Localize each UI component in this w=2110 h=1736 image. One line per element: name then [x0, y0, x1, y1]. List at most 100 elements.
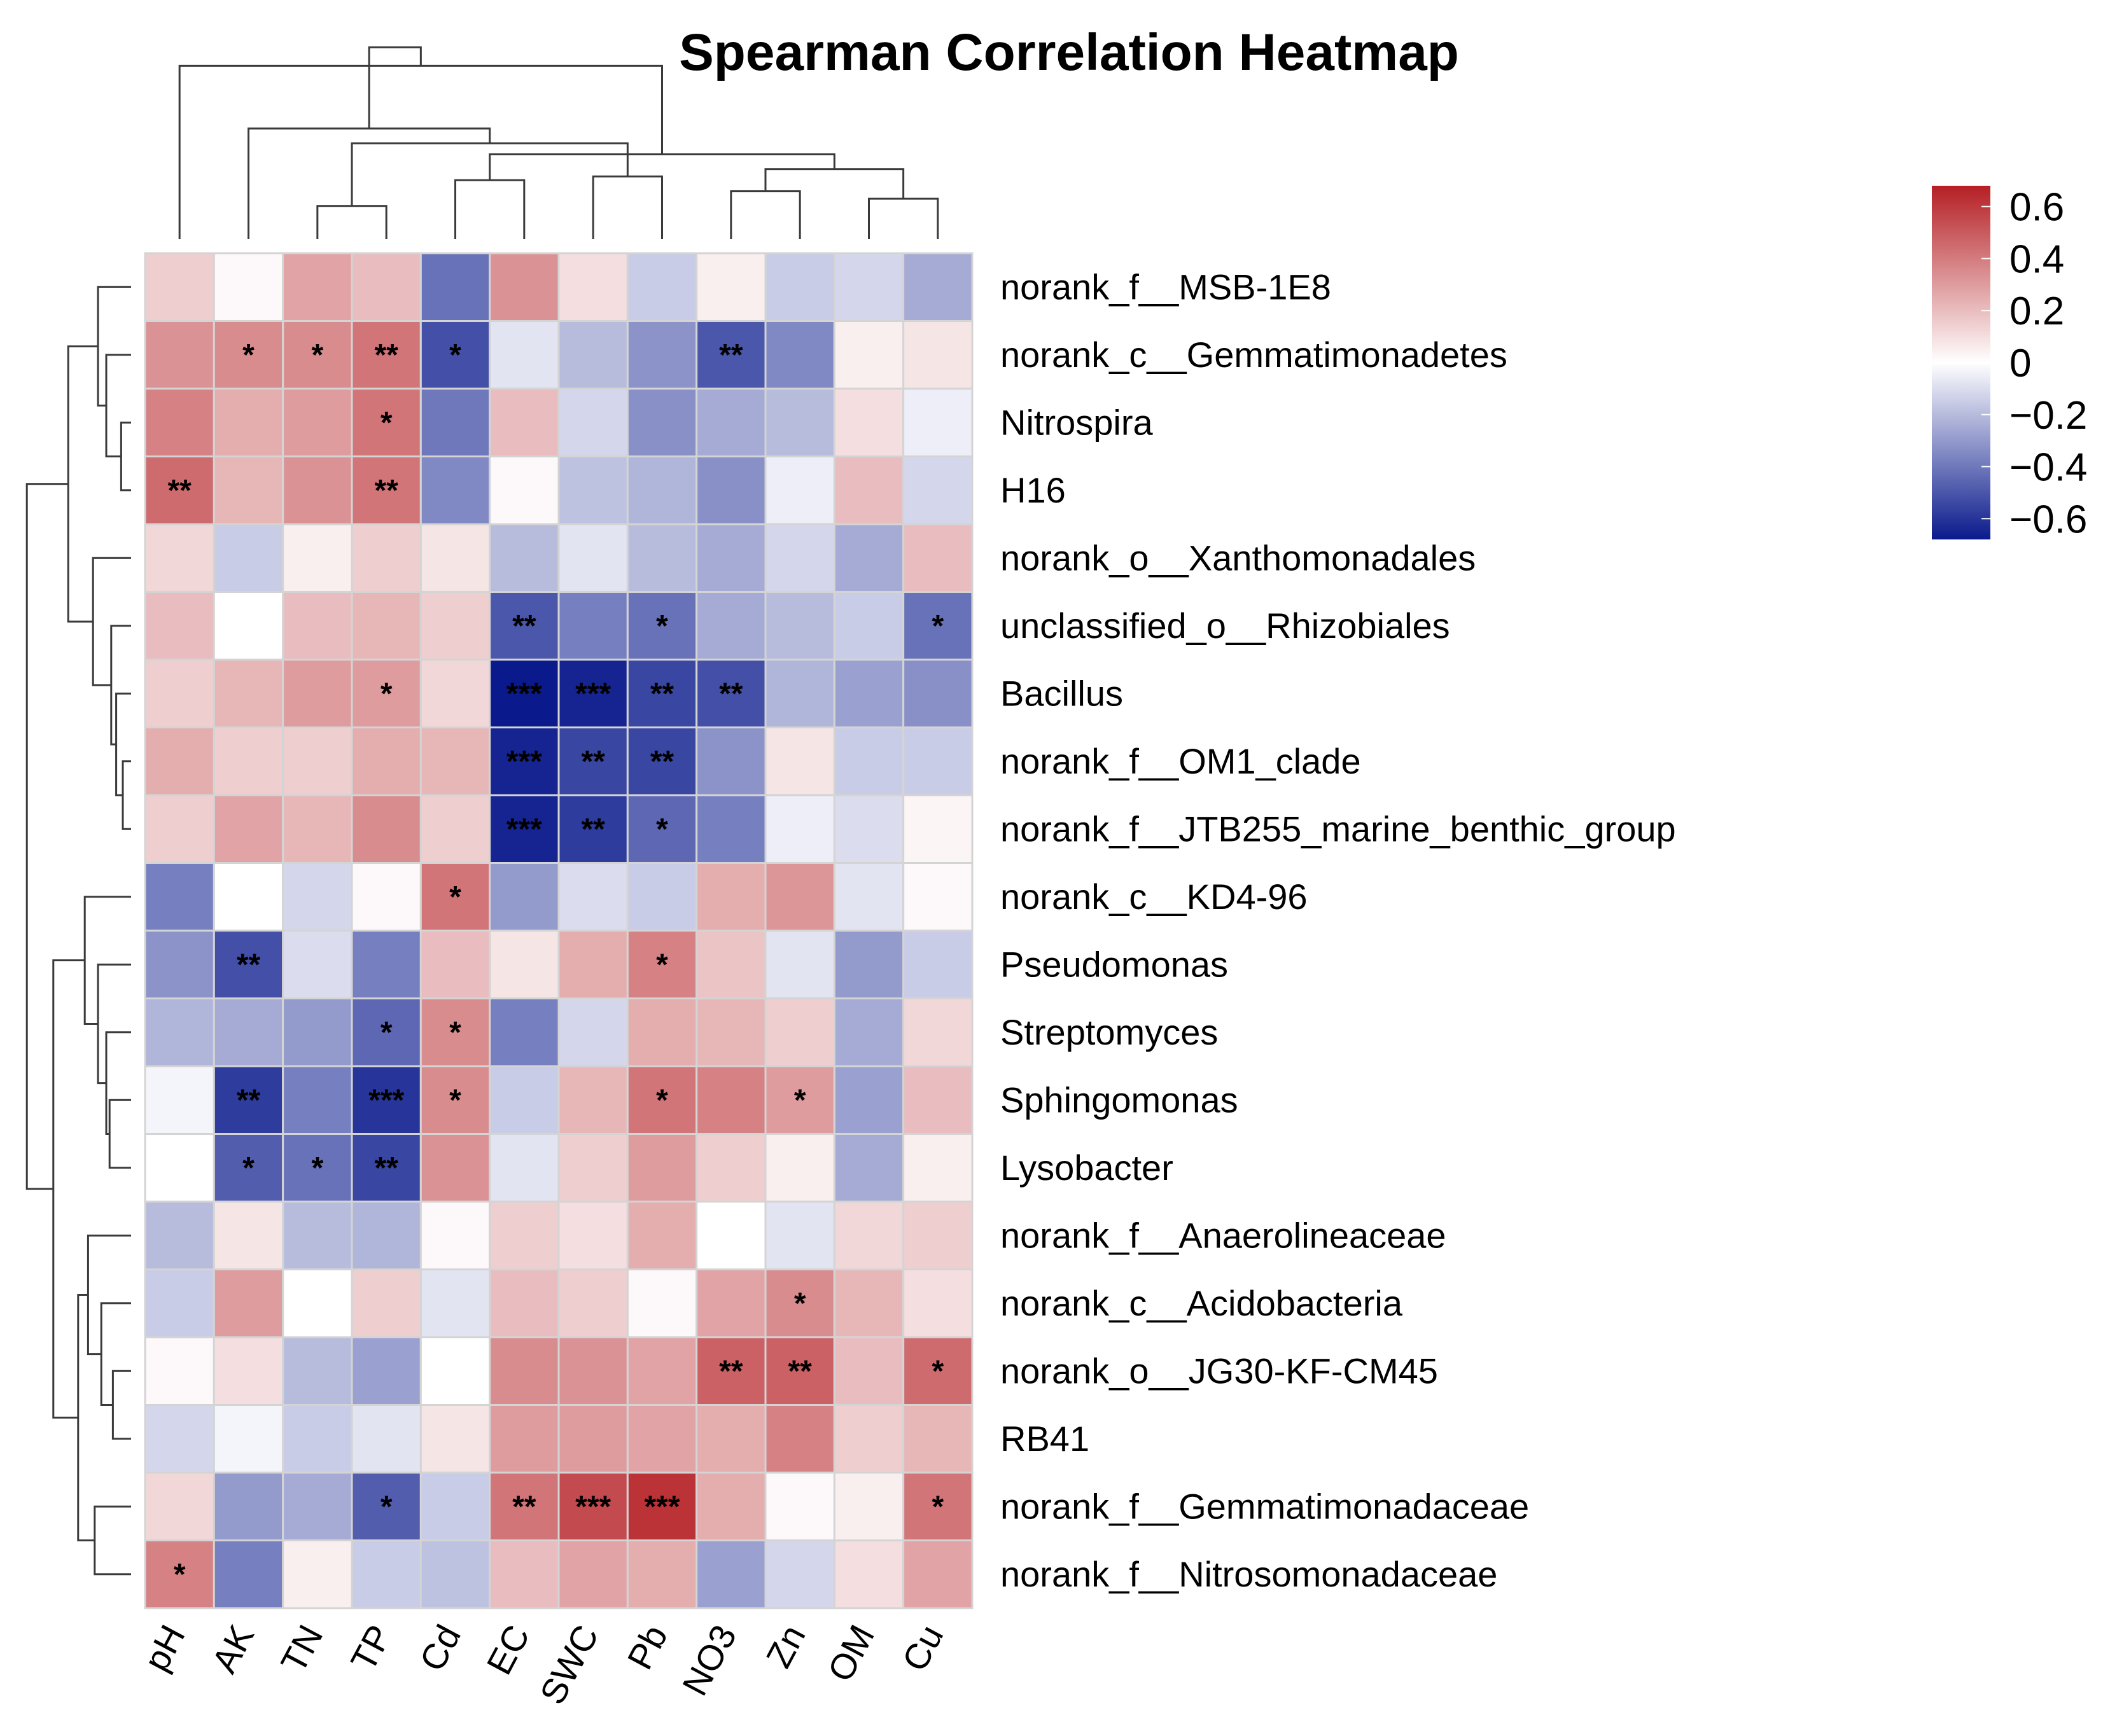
heatmap-cell — [144, 1539, 215, 1609]
heatmap-cell — [419, 320, 491, 390]
heatmap-cell — [489, 1336, 560, 1406]
heatmap-cell — [764, 1065, 835, 1135]
heatmap-cell — [557, 455, 629, 525]
heatmap-cell — [902, 726, 974, 796]
heatmap-cell — [695, 1133, 767, 1203]
heatmap-cell — [419, 997, 491, 1067]
heatmap-cell — [489, 997, 560, 1067]
heatmap-cell — [144, 1336, 215, 1406]
heatmap-cell — [489, 523, 560, 593]
heatmap-cell — [351, 794, 422, 864]
heatmap-cell — [764, 523, 835, 593]
heatmap-cell — [764, 1133, 835, 1203]
heatmap-cell — [213, 1133, 284, 1203]
heatmap-cell — [213, 658, 284, 728]
heatmap-cell — [902, 997, 974, 1067]
significance-mark: * — [932, 609, 944, 643]
dendrogram-branch — [110, 625, 131, 746]
heatmap-cell — [695, 252, 767, 322]
dendrogram-branch — [368, 46, 422, 128]
heatmap-cell — [419, 794, 491, 864]
heatmap-cell — [833, 658, 905, 728]
significance-mark: ** — [788, 1354, 812, 1388]
heatmap-cell — [351, 320, 422, 390]
heatmap-cell — [557, 794, 629, 864]
row-label: Bacillus — [1000, 673, 1123, 713]
heatmap-cell — [626, 1336, 698, 1406]
heatmap-cell — [282, 658, 353, 728]
heatmap-cell — [557, 320, 629, 390]
heatmap-cell — [626, 252, 698, 322]
heatmap-cell — [144, 320, 215, 390]
legend-colorbar — [1932, 186, 1990, 539]
heatmap-cell — [419, 1133, 491, 1203]
heatmap-cell — [213, 794, 284, 864]
row-label: Nitrospira — [1000, 402, 1153, 442]
heatmap-cell — [833, 252, 905, 322]
legend-tick-label: −0.4 — [2009, 446, 2087, 490]
heatmap-cell — [902, 929, 974, 999]
heatmap-cell — [833, 1065, 905, 1135]
heatmap-cell — [282, 862, 353, 932]
heatmap-cell — [489, 1268, 560, 1338]
heatmap-cell — [902, 252, 974, 322]
heatmap-cell — [626, 1471, 698, 1541]
heatmap-cell — [902, 1404, 974, 1474]
heatmap-cell — [419, 929, 491, 999]
heatmap-cell — [764, 455, 835, 525]
heatmap-cell — [489, 1200, 560, 1270]
significance-mark: ** — [650, 677, 674, 711]
heatmap-cell — [144, 387, 215, 457]
heatmap-cell — [557, 929, 629, 999]
heatmap-cell — [557, 387, 629, 457]
heatmap-cell — [695, 387, 767, 457]
heatmap-cell — [833, 1471, 905, 1541]
column-label: Zn — [758, 1618, 813, 1674]
column-label: Cu — [894, 1618, 951, 1677]
column-label: TN — [273, 1618, 331, 1679]
heatmap-cell — [282, 1539, 353, 1609]
heatmap-cell — [764, 591, 835, 661]
significance-mark: * — [311, 338, 323, 372]
dendrogram-branch — [178, 64, 663, 239]
heatmap-cell — [902, 1200, 974, 1270]
heatmap-cell — [557, 726, 629, 796]
heatmap-cell — [213, 591, 284, 661]
heatmap-cell — [144, 726, 215, 796]
heatmap-cell — [626, 997, 698, 1067]
heatmap-cell — [764, 929, 835, 999]
dendrogram-branch — [77, 1293, 95, 1541]
significance-mark: * — [656, 948, 668, 982]
heatmap-cell — [213, 1200, 284, 1270]
heatmap-cell — [557, 591, 629, 661]
heatmap-cell — [557, 1336, 629, 1406]
significance-mark: * — [242, 1151, 255, 1185]
significance-mark: *** — [507, 812, 542, 846]
heatmap-cell — [626, 862, 698, 932]
significance-mark: ** — [237, 948, 261, 982]
heatmap-cell — [902, 320, 974, 390]
significance-mark: * — [656, 609, 668, 643]
heatmap-cell — [764, 252, 835, 322]
legend-tick-label: 0 — [2009, 342, 2031, 385]
heatmap-cell — [419, 523, 491, 593]
heatmap-cell — [144, 1065, 215, 1135]
heatmap-cell — [626, 1268, 698, 1338]
row-label: Sphingomonas — [1000, 1080, 1238, 1120]
heatmap-cell — [144, 862, 215, 932]
heatmap-cell — [902, 1471, 974, 1541]
heatmap-cell — [144, 997, 215, 1067]
heatmap-cell — [282, 1200, 353, 1270]
heatmap-cell — [419, 1268, 491, 1338]
row-label: norank_f__OM1_clade — [1000, 741, 1361, 781]
row-label: norank_c__Gemmatimonadetes — [1000, 335, 1507, 375]
heatmap-cell — [557, 252, 629, 322]
column-label: pH — [136, 1618, 193, 1677]
heatmap-cell — [626, 320, 698, 390]
heatmap-cell — [764, 997, 835, 1067]
heatmap-cell — [695, 1200, 767, 1270]
heatmap-cell — [902, 1133, 974, 1203]
row-label: norank_o__JG30-KF-CM45 — [1000, 1351, 1438, 1391]
heatmap-cell — [419, 1471, 491, 1541]
heatmap-cell — [144, 252, 215, 322]
